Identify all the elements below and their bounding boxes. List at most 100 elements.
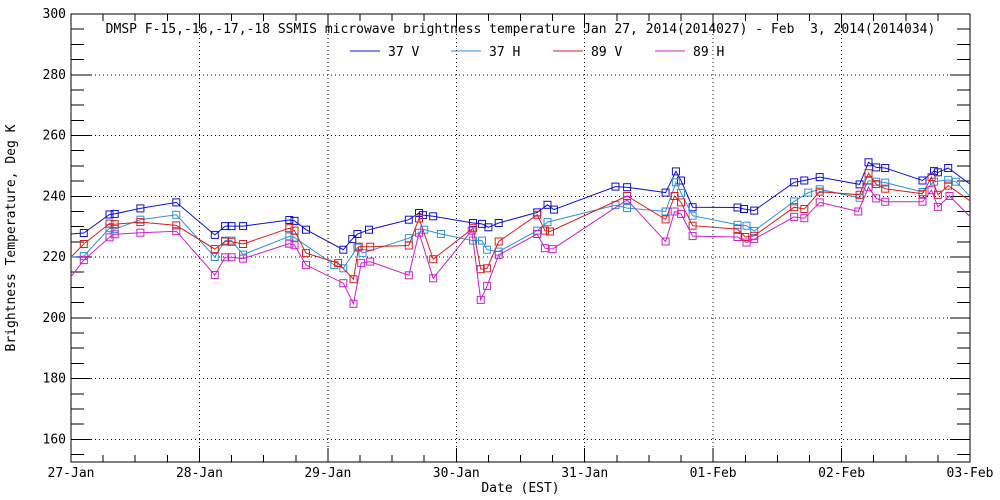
data-point-marker bbox=[110, 209, 119, 218]
data-point-marker bbox=[210, 245, 219, 254]
data-point-marker bbox=[927, 173, 936, 182]
data-point-marker bbox=[429, 274, 438, 283]
data-point-marker bbox=[750, 206, 759, 215]
data-point-marker bbox=[221, 222, 230, 231]
data-point-marker bbox=[944, 175, 953, 184]
data-point-marker bbox=[688, 203, 697, 212]
data-point-marker bbox=[804, 188, 813, 197]
data-point-marker bbox=[733, 220, 742, 229]
x-tick-label: 03-Feb bbox=[947, 466, 994, 481]
data-point-marker bbox=[733, 233, 742, 241]
data-point-marker bbox=[227, 253, 236, 262]
x-tick-label: 30-Jan bbox=[433, 466, 480, 481]
data-point-marker bbox=[79, 240, 88, 248]
data-point-marker bbox=[918, 176, 927, 185]
data-point-marker bbox=[742, 221, 751, 230]
data-point-marker bbox=[415, 228, 423, 237]
x-tick-label: 28-Jan bbox=[176, 466, 223, 481]
data-point-marker bbox=[881, 164, 890, 172]
data-point-marker bbox=[415, 214, 423, 223]
data-point-marker bbox=[540, 244, 549, 253]
data-point-marker bbox=[172, 227, 181, 236]
data-point-marker bbox=[285, 216, 294, 224]
data-point-marker bbox=[476, 295, 485, 304]
data-point-marker bbox=[110, 220, 119, 229]
data-point-marker bbox=[546, 227, 554, 236]
data-point-marker bbox=[334, 259, 343, 268]
data-point-marker bbox=[484, 223, 493, 232]
data-point-marker bbox=[944, 164, 953, 172]
data-point-marker bbox=[854, 207, 863, 216]
data-point-marker bbox=[221, 253, 230, 262]
x-tick-label: 02-Feb bbox=[818, 466, 865, 481]
data-point-marker bbox=[677, 176, 685, 185]
data-point-marker bbox=[110, 230, 119, 239]
data-point-marker bbox=[467, 226, 476, 235]
data-point-marker bbox=[671, 167, 680, 176]
data-point-marker bbox=[110, 225, 119, 234]
data-point-marker bbox=[136, 218, 145, 227]
data-point-marker bbox=[864, 183, 873, 192]
data-point-marker bbox=[661, 215, 670, 224]
data-point-marker bbox=[733, 225, 742, 234]
data-point-marker bbox=[210, 230, 219, 239]
data-point-marker bbox=[357, 259, 366, 268]
data-point-marker bbox=[872, 180, 881, 189]
y-tick-label: 160 bbox=[43, 432, 66, 447]
data-point-marker bbox=[136, 228, 145, 237]
data-point-marker bbox=[611, 182, 620, 191]
data-point-marker bbox=[800, 214, 809, 223]
data-point-marker bbox=[677, 209, 685, 218]
data-point-marker bbox=[339, 245, 348, 254]
data-point-marker bbox=[688, 211, 697, 220]
series-line bbox=[70, 161, 971, 251]
data-point-marker bbox=[483, 245, 492, 254]
data-point-marker bbox=[353, 243, 362, 252]
data-point-marker bbox=[404, 215, 413, 224]
data-point-marker bbox=[483, 281, 492, 290]
data-point-marker bbox=[815, 173, 824, 182]
data-point-marker bbox=[872, 194, 881, 203]
data-point-marker bbox=[210, 253, 219, 261]
data-point-marker bbox=[944, 181, 953, 190]
data-point-marker bbox=[750, 226, 759, 235]
data-point-marker bbox=[302, 260, 310, 269]
data-point-marker bbox=[348, 235, 357, 244]
data-point-marker bbox=[290, 226, 299, 235]
data-point-marker bbox=[881, 178, 890, 187]
data-point-marker bbox=[290, 241, 299, 250]
data-point-marker bbox=[670, 207, 679, 216]
data-point-marker bbox=[881, 197, 890, 206]
data-point-marker bbox=[623, 183, 632, 192]
data-point-marker bbox=[688, 221, 697, 230]
data-point-marker bbox=[105, 210, 114, 219]
x-axis-title: Date (EST) bbox=[481, 481, 559, 496]
data-point-marker bbox=[855, 180, 864, 189]
data-point-marker bbox=[918, 197, 927, 206]
data-point-marker bbox=[918, 189, 927, 198]
data-point-marker bbox=[945, 192, 954, 200]
data-point-marker bbox=[227, 222, 236, 231]
y-tick-label: 300 bbox=[43, 7, 66, 22]
x-tick-label: 31-Jan bbox=[561, 466, 608, 481]
data-point-marker bbox=[864, 158, 873, 167]
data-point-marker bbox=[815, 187, 824, 196]
legend-label-37-h: 37 H bbox=[489, 45, 520, 60]
data-point-marker bbox=[354, 242, 363, 251]
data-point-marker bbox=[548, 245, 557, 254]
data-point-marker bbox=[750, 235, 759, 244]
data-point-marker bbox=[933, 190, 942, 199]
data-point-marker bbox=[365, 225, 373, 234]
data-point-marker bbox=[543, 200, 552, 209]
data-point-marker bbox=[741, 233, 750, 241]
data-point-marker bbox=[540, 226, 549, 235]
data-point-marker bbox=[302, 225, 310, 234]
data-point-marker bbox=[79, 229, 88, 237]
data-point-marker bbox=[429, 255, 438, 264]
series-89-v bbox=[70, 169, 971, 284]
data-point-marker bbox=[677, 198, 685, 207]
series-89-h bbox=[70, 183, 971, 308]
data-point-marker bbox=[469, 219, 477, 227]
data-point-marker bbox=[800, 205, 809, 213]
